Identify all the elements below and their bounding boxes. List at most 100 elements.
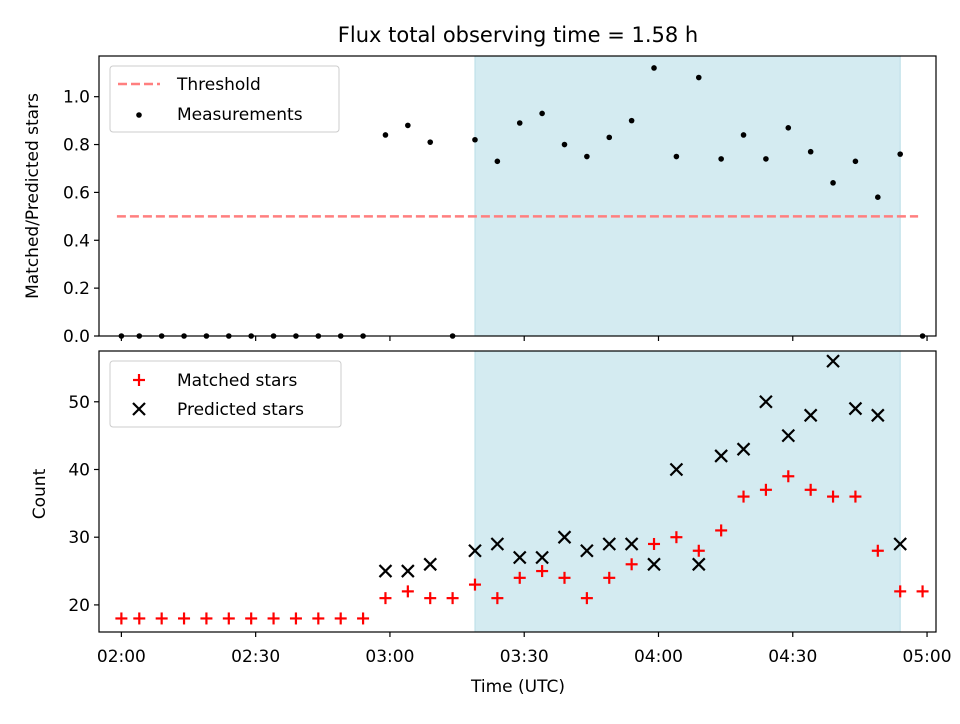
measurement-point bbox=[405, 122, 411, 129]
top-y-tick-label: 1.0 bbox=[63, 88, 90, 108]
matched-star-point bbox=[692, 544, 705, 557]
measurement-point bbox=[740, 132, 747, 138]
top-x-ticks bbox=[120, 336, 928, 341]
predicted-star-point bbox=[893, 537, 907, 551]
predicted-star-point bbox=[468, 543, 482, 558]
matched-star-point bbox=[357, 612, 370, 625]
matched-star-point bbox=[289, 612, 302, 625]
matched-star-point bbox=[312, 612, 325, 625]
predicted-star-point bbox=[512, 550, 527, 565]
matched-star-point bbox=[513, 571, 526, 584]
measurement-point bbox=[516, 120, 523, 126]
bottom-y-tick-label: 30 bbox=[68, 528, 90, 548]
measurement-point bbox=[472, 136, 478, 143]
predicted-star-point bbox=[691, 557, 706, 572]
matched-star-point bbox=[916, 585, 929, 598]
predicted-star-point bbox=[557, 530, 572, 544]
predicted-stars-points bbox=[378, 354, 907, 578]
measurement-point bbox=[382, 132, 389, 138]
measurement-point bbox=[897, 151, 903, 157]
predicted-star-point bbox=[826, 354, 840, 368]
bottom-y-tick-label: 50 bbox=[68, 393, 90, 413]
measurement-point bbox=[561, 141, 568, 148]
predicted-star-point bbox=[401, 564, 415, 578]
measurement-points bbox=[118, 65, 926, 339]
matched-star-point bbox=[446, 592, 459, 605]
matched-star-point bbox=[670, 531, 683, 544]
legend-measurements-label: Measurements bbox=[177, 105, 303, 125]
measurement-point bbox=[673, 153, 680, 160]
top-legend-box bbox=[109, 65, 340, 133]
measurement-point bbox=[651, 65, 657, 71]
bottom-legend: Matched stars Predicted stars bbox=[109, 360, 342, 428]
x-tick-label: 03:00 bbox=[365, 647, 414, 667]
measurement-point bbox=[695, 74, 702, 81]
matched-star-point bbox=[827, 490, 840, 503]
x-tick-label: 04:00 bbox=[634, 647, 683, 667]
matched-star-point bbox=[625, 558, 638, 571]
measurement-point bbox=[763, 156, 769, 162]
matched-star-point bbox=[715, 524, 728, 537]
measurement-point bbox=[875, 194, 881, 200]
predicted-star-point bbox=[580, 543, 594, 558]
matched-star-point bbox=[648, 537, 661, 550]
predicted-star-point bbox=[378, 564, 393, 578]
matched-star-point bbox=[468, 578, 481, 591]
bottom-legend-box bbox=[109, 360, 342, 428]
matched-star-point bbox=[849, 490, 862, 503]
matched-star-point bbox=[782, 470, 795, 483]
bottom-y-tick-label: 40 bbox=[68, 460, 90, 480]
predicted-star-point bbox=[423, 557, 437, 572]
measurement-point bbox=[494, 158, 501, 165]
top-panel: 0.0 0.2 0.4 0.6 0.8 1.0 Matched/Predicted sta… bbox=[23, 55, 937, 347]
matched-stars-points bbox=[115, 470, 929, 625]
predicted-star-point bbox=[647, 557, 661, 572]
measurement-point bbox=[539, 110, 545, 117]
measurement-point bbox=[628, 117, 635, 124]
measurement-point bbox=[606, 134, 613, 141]
predicted-star-point bbox=[602, 537, 617, 551]
matched-star-point bbox=[379, 592, 392, 605]
matched-star-point bbox=[245, 612, 258, 625]
legend-matched-label: Matched stars bbox=[177, 371, 297, 391]
predicted-star-point bbox=[759, 395, 773, 409]
predicted-star-point bbox=[714, 449, 728, 463]
top-y-tick-label: 0.0 bbox=[63, 327, 90, 347]
measurement-point bbox=[852, 158, 859, 165]
legend-measurements-swatch bbox=[136, 112, 142, 118]
matched-star-point bbox=[401, 585, 414, 598]
matched-star-point bbox=[737, 490, 750, 503]
predicted-star-point bbox=[848, 401, 863, 416]
predicted-star-point bbox=[535, 550, 549, 565]
legend-predicted-label: Predicted stars bbox=[177, 400, 304, 420]
matched-star-point bbox=[759, 483, 772, 496]
top-shaded-span bbox=[474, 55, 901, 337]
matched-star-point bbox=[804, 483, 817, 496]
measurement-point bbox=[718, 156, 724, 162]
predicted-star-point bbox=[490, 537, 505, 551]
measurement-point bbox=[830, 180, 836, 186]
matched-star-point bbox=[871, 544, 884, 557]
x-axis-label: Time (UTC) bbox=[470, 677, 565, 697]
predicted-star-point bbox=[871, 408, 885, 423]
bottom-axes-frame bbox=[98, 350, 937, 633]
x-tick-label: 04:30 bbox=[768, 647, 817, 667]
matched-star-point bbox=[133, 612, 146, 625]
matched-star-point bbox=[558, 571, 571, 584]
x-tick-label: 03:30 bbox=[500, 647, 549, 667]
top-y-tick-label: 0.4 bbox=[63, 231, 90, 251]
predicted-star-point bbox=[781, 428, 796, 443]
matched-star-point bbox=[491, 592, 504, 605]
bottom-y-ticks: 20 30 40 50 bbox=[68, 393, 99, 616]
matched-star-point bbox=[178, 612, 191, 625]
bottom-y-axis-label: Count bbox=[30, 468, 50, 519]
top-legend: Threshold Measurements bbox=[109, 65, 340, 133]
matched-star-point bbox=[334, 612, 347, 625]
matched-star-point bbox=[536, 565, 549, 578]
predicted-star-point bbox=[669, 462, 684, 477]
measurement-point bbox=[584, 153, 590, 160]
matched-star-point bbox=[267, 612, 280, 625]
measurement-point bbox=[427, 139, 434, 145]
bottom-x-ticks: 02:00 02:30 03:00 03:30 04:00 04:30 05:00 bbox=[97, 632, 952, 667]
matched-star-point bbox=[222, 612, 235, 625]
